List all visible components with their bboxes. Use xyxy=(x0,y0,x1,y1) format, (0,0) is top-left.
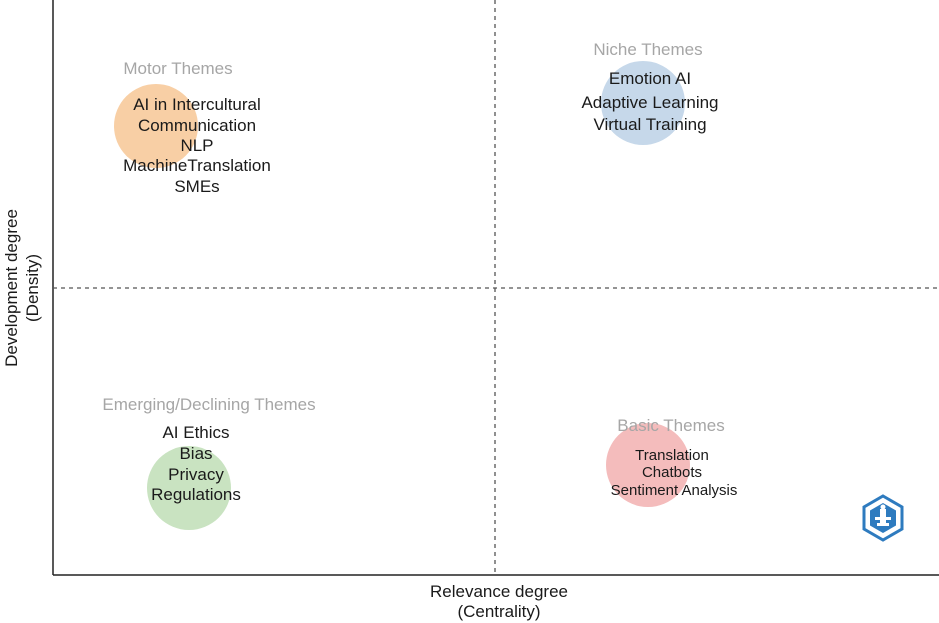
niche-theme-term: Adaptive Learning xyxy=(581,93,718,112)
motor-theme-term: AI in Intercultural xyxy=(133,95,261,114)
motor-themes-bubble xyxy=(114,84,198,168)
logo-icon xyxy=(862,494,904,542)
y-axis-label: Development degree xyxy=(2,209,21,367)
niche-themes-title: Niche Themes xyxy=(593,40,702,59)
emerging-theme-term: Regulations xyxy=(151,485,241,504)
basic-theme-term: Chatbots xyxy=(642,464,702,481)
motor-theme-term: MachineTranslation xyxy=(123,156,271,175)
motor-theme-term: SMEs xyxy=(174,177,219,196)
emerging-theme-term: AI Ethics xyxy=(162,423,229,442)
basic-theme-term: Translation xyxy=(635,447,709,464)
niche-themes-bubble xyxy=(601,61,685,145)
niche-theme-term: Emotion AI xyxy=(609,69,691,88)
emerging-declining-themes-title: Emerging/Declining Themes xyxy=(102,395,315,414)
emerging-theme-term: Bias xyxy=(179,444,212,463)
motor-theme-term: NLP xyxy=(180,136,213,155)
x-axis-label-sub: (Centrality) xyxy=(457,602,540,621)
basic-themes-title: Basic Themes xyxy=(617,416,724,435)
y-axis-label-sub: (Density) xyxy=(23,254,42,322)
basic-themes-bubble xyxy=(606,423,690,507)
emerging-declining-themes-bubble xyxy=(147,446,231,530)
emerging-theme-term: Privacy xyxy=(168,465,224,484)
basic-theme-term: Sentiment Analysis xyxy=(611,482,738,499)
motor-theme-term: Communication xyxy=(138,116,256,135)
x-axis-label: Relevance degree xyxy=(430,582,568,601)
niche-theme-term: Virtual Training xyxy=(593,115,706,134)
motor-themes-title: Motor Themes xyxy=(123,59,232,78)
